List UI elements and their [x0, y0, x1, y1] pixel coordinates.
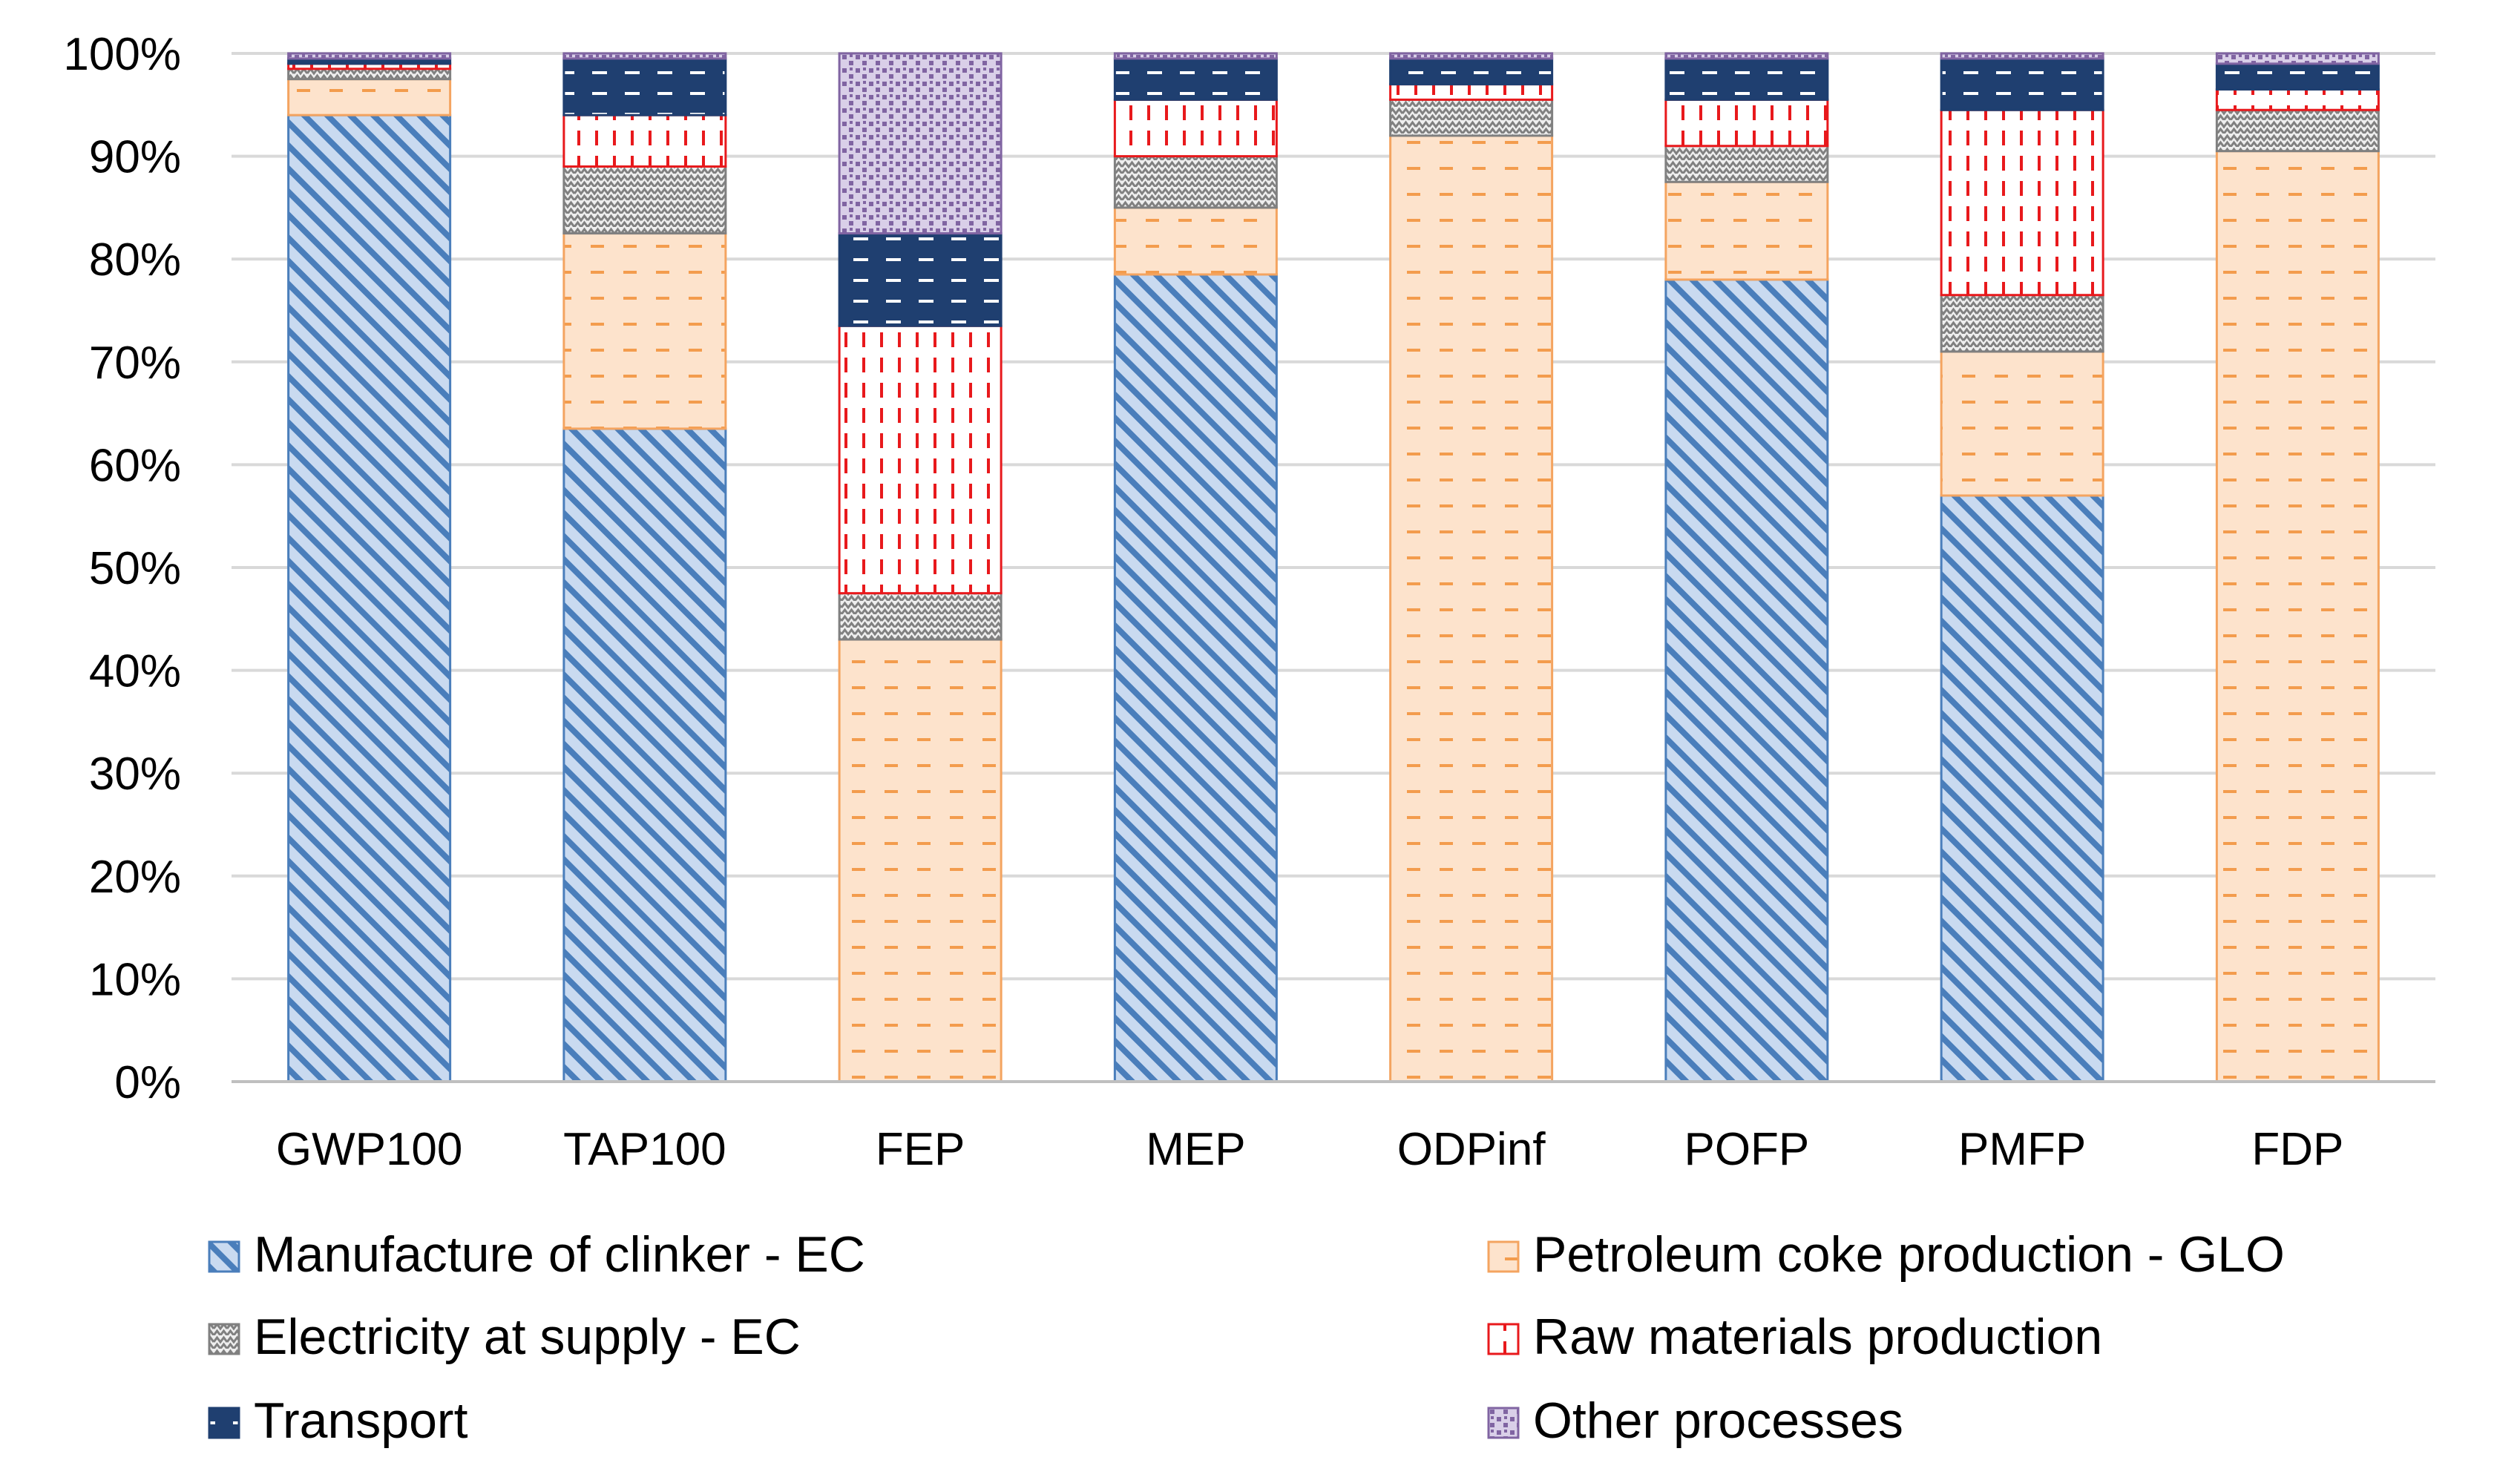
bar-segment-other [1940, 52, 2104, 60]
x-tick-label: ODPinf [1397, 1124, 1546, 1175]
legend-item-other: Other processes [1487, 1392, 1903, 1449]
bar-segment-other [287, 52, 452, 60]
bar-segment-electricity [1113, 155, 1278, 209]
y-tick-label: 20% [89, 852, 181, 903]
bar-segment-other [1389, 52, 1554, 60]
bar-segment-petcoke [1940, 350, 2104, 497]
bar-segment-clinker [287, 114, 452, 1083]
x-tick-label: POFP [1684, 1124, 1809, 1175]
bar-segment-petcoke [287, 78, 452, 116]
legend-label: Other processes [1533, 1392, 1903, 1449]
y-tick-label: 70% [89, 338, 181, 389]
bar-segment-rawmat [838, 324, 1003, 595]
bar-segment-clinker [562, 427, 727, 1083]
legend-label: Petroleum coke production - GLO [1533, 1226, 2285, 1283]
bar-segment-transport [1664, 57, 1829, 101]
y-tick-label: 40% [89, 646, 181, 697]
bar-segment-rawmat [1389, 83, 1554, 101]
bar-stack [2215, 52, 2380, 1083]
bar-segment-clinker [1940, 494, 2104, 1083]
bar-segment-other [562, 52, 727, 60]
bar-stack [1664, 52, 1829, 1083]
bar-stack [1113, 52, 1278, 1083]
legend-item-clinker: Manufacture of clinker - EC [208, 1226, 865, 1283]
bar-segment-transport [1940, 57, 2104, 111]
bars [287, 52, 2380, 1083]
bar-segment-other [2215, 52, 2380, 65]
bar-stack [1389, 52, 1554, 1083]
y-tick-label: 90% [89, 132, 181, 183]
bar-segment-other [838, 52, 1003, 235]
gridlines [232, 52, 2435, 1083]
bar-stack [287, 52, 452, 1083]
legend-label: Raw materials production [1533, 1309, 2102, 1365]
bar-segment-electricity [1940, 294, 2104, 353]
bar-stack [838, 52, 1003, 1083]
legend-swatch [1487, 1323, 1520, 1355]
y-tick-label: 50% [89, 543, 181, 594]
bar-segment-transport [562, 57, 727, 116]
y-tick-label: 30% [89, 749, 181, 800]
x-tick-label: GWP100 [276, 1124, 463, 1175]
y-tick-label: 80% [89, 234, 181, 286]
bar-segment-petcoke [1113, 206, 1278, 276]
legend-swatch [208, 1407, 240, 1439]
y-tick-label: 100% [63, 29, 181, 80]
y-tick-label: 60% [89, 440, 181, 491]
legend-swatch [208, 1323, 240, 1355]
bar-segment-petcoke [1389, 134, 1554, 1083]
legend-item-petcoke: Petroleum coke production - GLO [1487, 1226, 2285, 1283]
legend-item-transport: Transport [208, 1392, 468, 1449]
bar-segment-clinker [1113, 273, 1278, 1083]
bar-segment-electricity [562, 165, 727, 235]
bar-segment-rawmat [1664, 98, 1829, 148]
y-tick-label: 10% [89, 954, 181, 1005]
bar-segment-other [1664, 52, 1829, 60]
bar-segment-transport [838, 232, 1003, 327]
bar-segment-electricity [2215, 108, 2380, 153]
bar-segment-electricity [838, 592, 1003, 641]
y-tick-label: 0% [114, 1057, 181, 1108]
bar-stack [562, 52, 727, 1083]
bar-segment-rawmat [2215, 88, 2380, 111]
x-tick-label: PMFP [1958, 1124, 2086, 1175]
bar-segment-petcoke [838, 638, 1003, 1083]
x-tick-label: FEP [876, 1124, 965, 1175]
bar-segment-petcoke [1664, 180, 1829, 281]
legend-label: Electricity at supply - EC [254, 1309, 801, 1365]
bar-segment-transport [2215, 62, 2380, 91]
bar-segment-transport [1113, 57, 1278, 101]
legend: Manufacture of clinker - EC Petroleum cok… [208, 1226, 2285, 1449]
bar-segment-electricity [1664, 145, 1829, 183]
legend-label: Manufacture of clinker - EC [254, 1226, 865, 1283]
bar-segment-rawmat [1113, 98, 1278, 158]
bar-stack [1940, 52, 2104, 1083]
bar-segment-rawmat [562, 114, 727, 168]
bar-segment-transport [1389, 57, 1554, 86]
bar-segment-rawmat [1940, 108, 2104, 297]
bar-segment-electricity [287, 68, 452, 81]
bar-segment-petcoke [2215, 150, 2380, 1083]
legend-swatch [1487, 1407, 1520, 1439]
legend-swatch [208, 1240, 240, 1273]
x-tick-label: FDP [2251, 1124, 2343, 1175]
bar-segment-clinker [1664, 278, 1829, 1083]
x-axis: GWP100 TAP100 FEP MEP ODPinf POFP PMFP FDP [232, 1080, 2435, 1175]
legend-item-rawmat: Raw materials production [1487, 1309, 2102, 1365]
x-tick-label: TAP100 [563, 1124, 726, 1175]
bar-segment-electricity [1389, 98, 1554, 137]
legend-swatch [1487, 1240, 1520, 1273]
bar-segment-other [1113, 52, 1278, 60]
x-tick-label: MEP [1146, 1124, 1245, 1175]
legend-item-electricity: Electricity at supply - EC [208, 1309, 801, 1365]
legend-label: Transport [254, 1392, 468, 1449]
bar-segment-petcoke [562, 232, 727, 430]
y-axis: 0% 10% 20% 30% 40% 50% 60% 70% 80% 90% 100% [63, 29, 181, 1108]
